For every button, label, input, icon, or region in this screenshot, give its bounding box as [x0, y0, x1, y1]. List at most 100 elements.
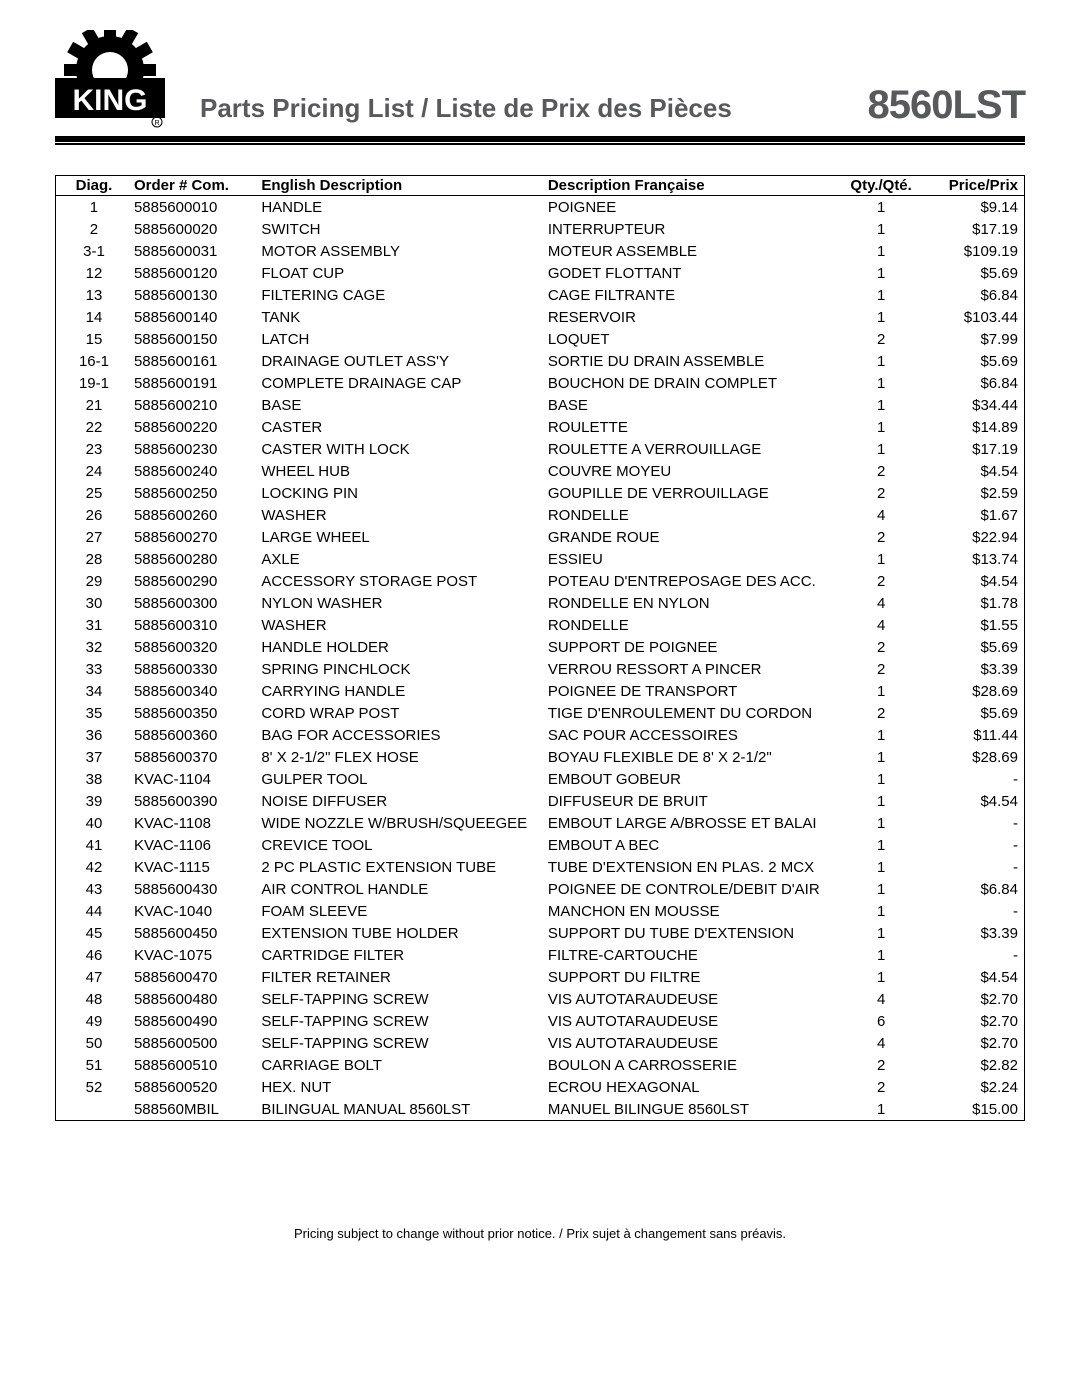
cell-diag: 2	[56, 218, 132, 240]
table-row: 235885600230CASTER WITH LOCKROULETTE A V…	[56, 438, 1025, 460]
cell-order: 5885600350	[132, 702, 259, 724]
cell-order: 5885600290	[132, 570, 259, 592]
cell-qty: 4	[839, 614, 924, 636]
cell-price: $5.69	[924, 262, 1025, 284]
table-row: 365885600360BAG FOR ACCESSORIESSAC POUR …	[56, 724, 1025, 746]
col-header-qty: Qty./Qté.	[839, 176, 924, 196]
cell-diag: 31	[56, 614, 132, 636]
cell-diag: 36	[56, 724, 132, 746]
cell-qty: 2	[839, 570, 924, 592]
cell-price: $17.19	[924, 218, 1025, 240]
cell-diag: 22	[56, 416, 132, 438]
cell-fr: EMBOUT LARGE A/BROSSE ET BALAI	[546, 812, 839, 834]
svg-text:CANADA: CANADA	[86, 117, 134, 129]
table-row: 335885600330SPRING PINCHLOCKVERROU RESSO…	[56, 658, 1025, 680]
cell-fr: POTEAU D'ENTREPOSAGE DES ACC.	[546, 570, 839, 592]
cell-order: 5885600140	[132, 306, 259, 328]
cell-qty: 1	[839, 724, 924, 746]
cell-en: BAG FOR ACCESSORIES	[259, 724, 546, 746]
cell-price: $28.69	[924, 746, 1025, 768]
cell-en: FILTER RETAINER	[259, 966, 546, 988]
cell-diag: 16-1	[56, 350, 132, 372]
cell-diag: 42	[56, 856, 132, 878]
cell-order: 5885600320	[132, 636, 259, 658]
cell-fr: INTERRUPTEUR	[546, 218, 839, 240]
cell-fr: BOYAU FLEXIBLE DE 8' X 2-1/2"	[546, 746, 839, 768]
table-row: 3758856003708' X 2-1/2" FLEX HOSEBOYAU F…	[56, 746, 1025, 768]
table-row: 315885600310WASHERRONDELLE4$1.55	[56, 614, 1025, 636]
col-header-diag: Diag.	[56, 176, 132, 196]
cell-qty: 1	[839, 394, 924, 416]
cell-fr: SUPPORT DE POIGNEE	[546, 636, 839, 658]
table-row: 455885600450EXTENSION TUBE HOLDERSUPPORT…	[56, 922, 1025, 944]
page-header: KING CANADA R Parts Pricing List / Liste…	[55, 30, 1025, 142]
cell-diag: 39	[56, 790, 132, 812]
cell-en: BASE	[259, 394, 546, 416]
cell-qty: 1	[839, 944, 924, 966]
table-header: Diag.Order # Com.English DescriptionDesc…	[56, 176, 1025, 196]
svg-text:KING: KING	[73, 84, 148, 117]
cell-diag: 51	[56, 1054, 132, 1076]
table-row: 265885600260WASHERRONDELLE4$1.67	[56, 504, 1025, 526]
cell-order: 5885600510	[132, 1054, 259, 1076]
cell-order: 5885600120	[132, 262, 259, 284]
cell-qty: 1	[839, 790, 924, 812]
pricing-footnote: Pricing subject to change without prior …	[55, 1226, 1025, 1241]
cell-price: $6.84	[924, 372, 1025, 394]
cell-qty: 1	[839, 680, 924, 702]
table-row: 135885600130FILTERING CAGECAGE FILTRANTE…	[56, 284, 1025, 306]
table-row: 40KVAC-1108WIDE NOZZLE W/BRUSH/SQUEEGEEE…	[56, 812, 1025, 834]
cell-en: WASHER	[259, 504, 546, 526]
cell-price: $5.69	[924, 702, 1025, 724]
cell-price: $6.84	[924, 878, 1025, 900]
table-row: 19-15885600191COMPLETE DRAINAGE CAPBOUCH…	[56, 372, 1025, 394]
cell-fr: ROULETTE	[546, 416, 839, 438]
table-row: 475885600470FILTER RETAINERSUPPORT DU FI…	[56, 966, 1025, 988]
cell-fr: MANUEL BILINGUE 8560LST	[546, 1098, 839, 1121]
cell-order: 588560MBIL	[132, 1098, 259, 1121]
king-canada-logo: KING CANADA R	[55, 30, 165, 130]
cell-qty: 1	[839, 262, 924, 284]
cell-fr: RESERVOIR	[546, 306, 839, 328]
cell-diag: 30	[56, 592, 132, 614]
cell-en: SELF-TAPPING SCREW	[259, 1010, 546, 1032]
table-row: 305885600300NYLON WASHERRONDELLE EN NYLO…	[56, 592, 1025, 614]
cell-qty: 1	[839, 240, 924, 262]
cell-order: 5885600280	[132, 548, 259, 570]
cell-diag: 25	[56, 482, 132, 504]
cell-en: CORD WRAP POST	[259, 702, 546, 724]
cell-diag: 14	[56, 306, 132, 328]
cell-order: KVAC-1040	[132, 900, 259, 922]
cell-diag: 1	[56, 196, 132, 219]
cell-price: -	[924, 812, 1025, 834]
cell-en: LATCH	[259, 328, 546, 350]
cell-price: $14.89	[924, 416, 1025, 438]
table-row: 155885600150LATCHLOQUET2$7.99	[56, 328, 1025, 350]
cell-price: $3.39	[924, 658, 1025, 680]
cell-qty: 1	[839, 218, 924, 240]
cell-order: 5885600031	[132, 240, 259, 262]
cell-qty: 1	[839, 812, 924, 834]
cell-fr: FILTRE-CARTOUCHE	[546, 944, 839, 966]
cell-en: HANDLE	[259, 196, 546, 219]
cell-diag: 33	[56, 658, 132, 680]
cell-diag: 50	[56, 1032, 132, 1054]
table-row: 345885600340CARRYING HANDLEPOIGNEE DE TR…	[56, 680, 1025, 702]
cell-en: SWITCH	[259, 218, 546, 240]
cell-price: $34.44	[924, 394, 1025, 416]
cell-en: ACCESSORY STORAGE POST	[259, 570, 546, 592]
cell-en: MOTOR ASSEMBLY	[259, 240, 546, 262]
table-row: 25885600020SWITCHINTERRUPTEUR1$17.19	[56, 218, 1025, 240]
cell-price: $3.39	[924, 922, 1025, 944]
table-row: 325885600320HANDLE HOLDERSUPPORT DE POIG…	[56, 636, 1025, 658]
table-row: 245885600240WHEEL HUBCOUVRE MOYEU2$4.54	[56, 460, 1025, 482]
cell-qty: 1	[839, 746, 924, 768]
cell-price: $1.55	[924, 614, 1025, 636]
cell-order: 5885600260	[132, 504, 259, 526]
cell-order: 5885600370	[132, 746, 259, 768]
cell-order: KVAC-1106	[132, 834, 259, 856]
table-row: 15885600010HANDLEPOIGNEE1$9.14	[56, 196, 1025, 219]
cell-en: DRAINAGE OUTLET ASS'Y	[259, 350, 546, 372]
cell-en: CASTER WITH LOCK	[259, 438, 546, 460]
cell-order: KVAC-1108	[132, 812, 259, 834]
